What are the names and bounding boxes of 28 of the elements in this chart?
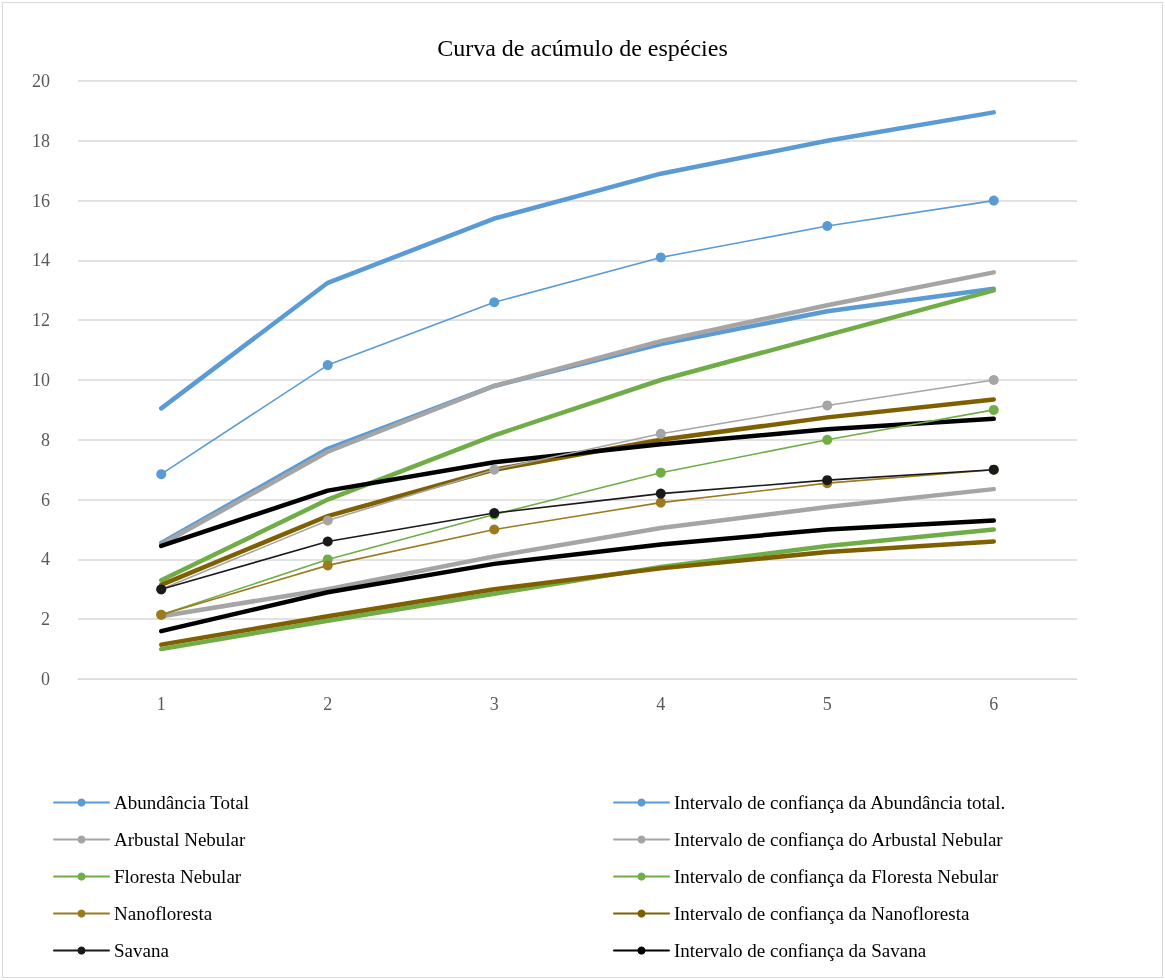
- legend-label: Abundância Total: [114, 792, 249, 813]
- y-tick-label: 12: [32, 310, 50, 331]
- y-tick-label: 4: [41, 549, 50, 570]
- x-tick-label: 3: [489, 694, 499, 714]
- chart-title: Curva de acúmulo de espécies: [437, 35, 728, 61]
- x-tick-label: 6: [989, 694, 999, 714]
- x-tick-label: 5: [822, 694, 832, 714]
- legend-label: Intervalo de confiança da Savana: [674, 940, 927, 961]
- x-tick-label: 1: [156, 694, 166, 714]
- y-tick-label: 20: [32, 71, 50, 91]
- legend-label: Savana: [114, 940, 170, 961]
- y-tick-label: 10: [32, 370, 50, 390]
- y-tick-label: 8: [41, 429, 50, 450]
- legend-label: Nanofloresta: [114, 903, 213, 924]
- x-tick-label: 4: [656, 694, 666, 714]
- legend-label: Arbustal Nebular: [114, 829, 247, 850]
- legend-label: Intervalo de confiança da Abundância total.: [674, 792, 1006, 813]
- legend-label: Intervalo de confiança do Arbustal Nebular: [674, 829, 1004, 850]
- y-tick-label: 16: [32, 190, 50, 211]
- y-tick-label: 2: [41, 609, 50, 630]
- x-tick-label: 2: [323, 694, 333, 714]
- y-tick-label: 18: [32, 130, 50, 151]
- legend-label: Intervalo de confiança da Nanofloresta: [674, 903, 970, 924]
- legend-label: Floresta Nebular: [114, 866, 242, 887]
- y-tick-label: 0: [41, 669, 50, 689]
- y-tick-label: 14: [32, 250, 50, 271]
- y-tick-label: 6: [41, 489, 50, 510]
- legend-label: Intervalo de confiança da Floresta Nebular: [674, 866, 1000, 887]
